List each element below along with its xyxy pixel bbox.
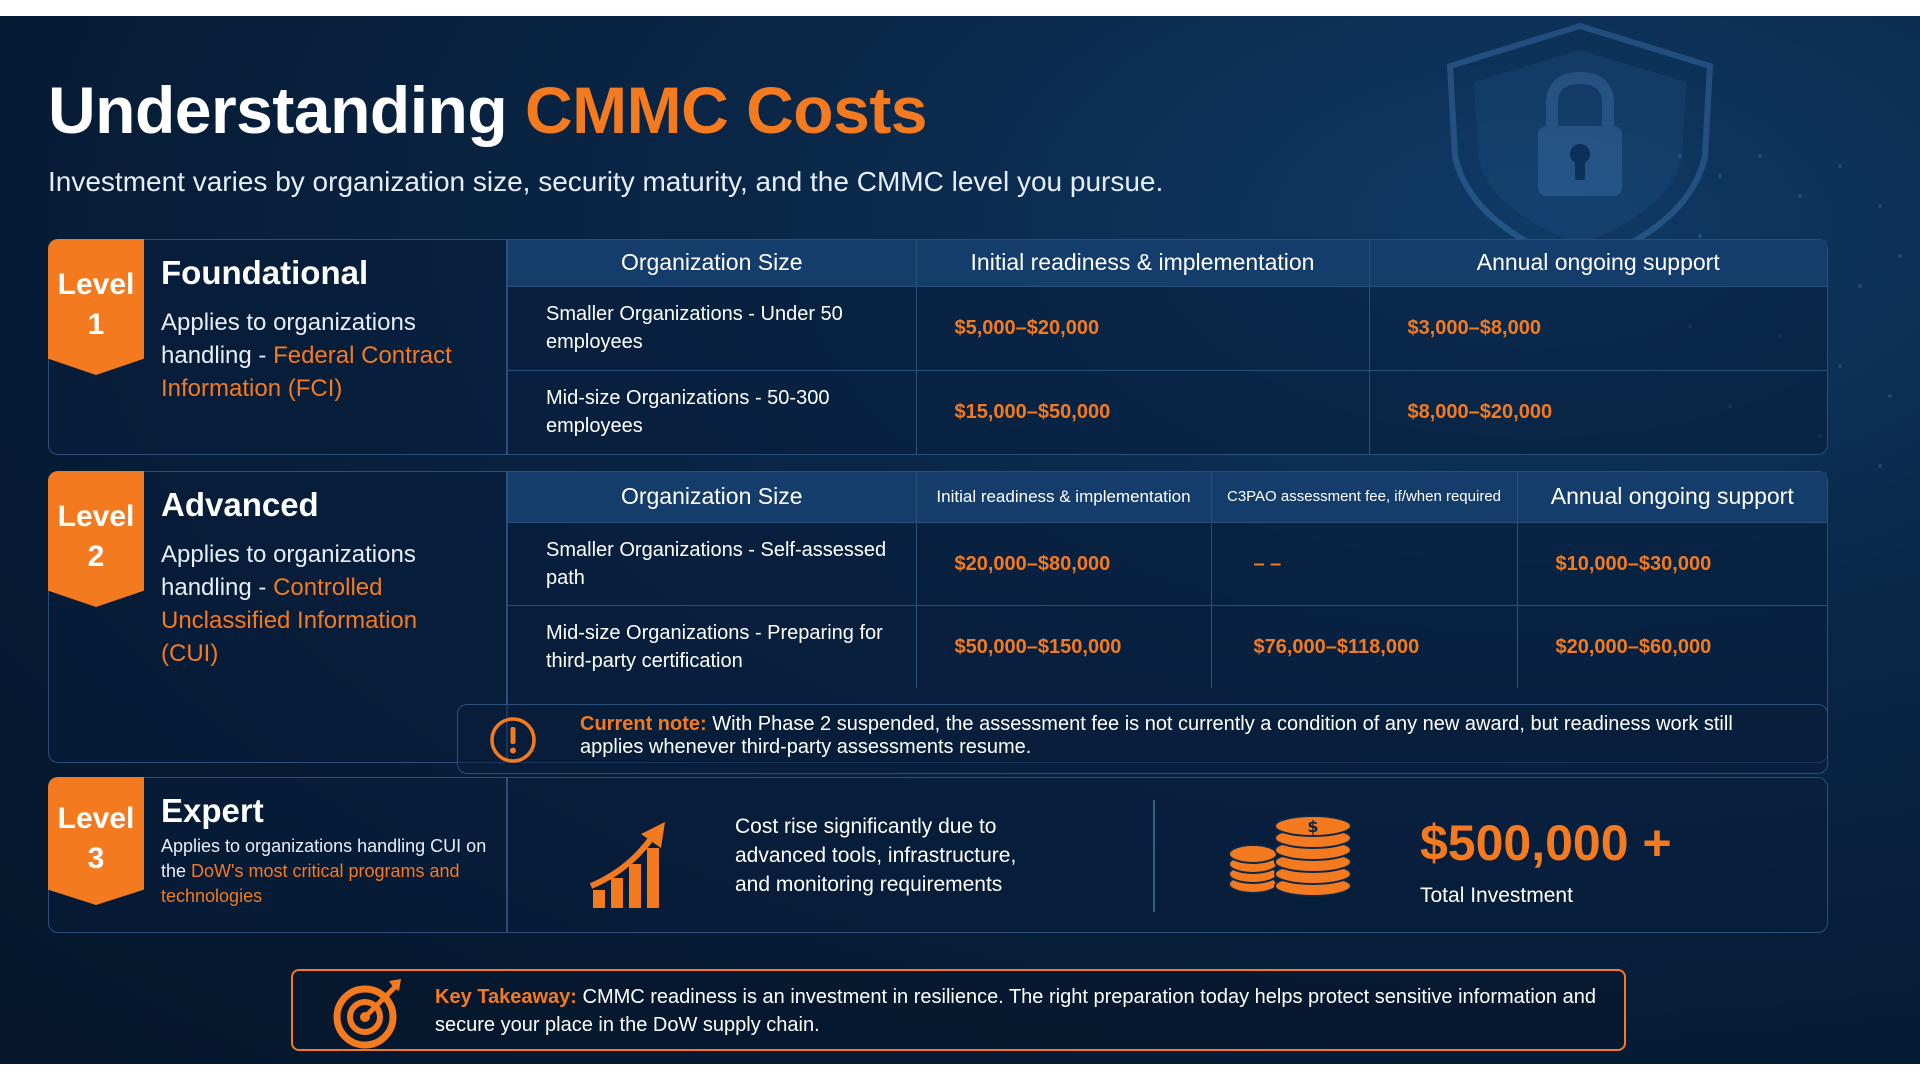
takeaway-lead: Key Takeaway: — [435, 986, 577, 1008]
key-takeaway-box: Key Takeaway: CMMC readiness is an inves… — [291, 969, 1626, 1051]
column-header: Organization Size — [508, 472, 917, 523]
column-header: C3PAO assessment fee, if/when required — [1211, 472, 1518, 523]
title-accent: CMMC Costs — [525, 73, 928, 147]
level-3-cost-text: Cost rise significantly due to advanced … — [735, 815, 1017, 896]
level-3-panel: Level 3 Expert Applies to organizations … — [48, 777, 1828, 933]
total-investment-amount: $500,000 + — [1420, 815, 1672, 871]
level-1-name: Foundational — [161, 254, 369, 291]
c3pao-fee-cell: – – — [1211, 522, 1518, 606]
annual-cost-cell: $20,000–$60,000 — [1555, 635, 1712, 658]
column-header: Initial readiness & implementation — [916, 240, 1370, 287]
level-badge-word: Level — [57, 802, 135, 835]
level-1-panel: Level 1 Foundational Applies to organiza… — [48, 239, 1828, 455]
panel-divider — [506, 778, 508, 932]
org-size-cell: Smaller Organizations - Self-assessed pa… — [508, 522, 917, 606]
initial-cost-cell: $15,000–$50,000 — [916, 370, 1370, 454]
note-lead: Current note: — [580, 713, 707, 735]
title-main: Understanding — [48, 73, 526, 147]
initial-cost-cell: $20,000–$80,000 — [916, 522, 1212, 606]
alert-icon — [490, 717, 536, 763]
level-3-badge: Level 3 — [48, 777, 144, 905]
current-note-text: Current note: With Phase 2 suspended, th… — [580, 713, 1800, 759]
annual-cost-cell: $3,000–$8,000 — [1369, 286, 1827, 371]
level-badge-word: Level — [57, 268, 135, 301]
level-3-description: Applies to organizations handling CUI on… — [161, 834, 491, 909]
coin-stack-icon: $ — [1228, 815, 1352, 897]
level-2-description: Applies to organizations handling - Cont… — [161, 538, 481, 670]
level-2-cost-table: Organization Size Initial readiness & im… — [508, 472, 1827, 688]
level-3-divider — [1153, 800, 1155, 912]
initial-cost-cell: $5,000–$20,000 — [916, 286, 1370, 371]
org-size-cell: Mid-size Organizations - 50-300 employee… — [508, 370, 917, 454]
annual-cost-cell: $10,000–$30,000 — [1517, 522, 1827, 606]
level-3-name: Expert — [161, 792, 264, 829]
column-header: Annual ongoing support — [1369, 240, 1827, 287]
level-2-desc-highlight: Controlled Unclassified Information (CUI… — [161, 574, 418, 667]
level-1-cost-table: Organization Size Initial readiness & im… — [508, 240, 1827, 454]
decorative-dot-grid — [1678, 154, 1902, 468]
current-note-box: Current note: With Phase 2 suspended, th… — [457, 704, 1828, 774]
table-row: Mid-size Organizations - Preparing for t… — [508, 605, 1827, 688]
level-3-desc-highlight: DoW's most critical programs and technol… — [161, 861, 460, 906]
level-badge-word: Level — [57, 500, 135, 533]
panel-divider — [506, 472, 508, 762]
column-header: Initial readiness & implementation — [916, 472, 1212, 523]
level-2-desc-text: Applies to organizations handling - — [161, 541, 416, 601]
table-header-row: Organization Size Initial readiness & im… — [508, 240, 1827, 287]
page-subtitle: Investment varies by organization size, … — [48, 166, 1164, 197]
target-icon — [333, 979, 401, 1049]
level-1-description: Applies to organizations handling - Fede… — [161, 306, 481, 405]
table-row: Mid-size Organizations - 50-300 employee… — [508, 370, 1827, 454]
key-takeaway-text: Key Takeaway: CMMC readiness is an inves… — [435, 983, 1605, 1039]
table-row: Smaller Organizations - Under 50 employe… — [508, 286, 1827, 371]
level-3-desc-text: Applies to organizations handling CUI on… — [161, 836, 487, 881]
level-1-desc-highlight: Federal Contract Information (FCI) — [161, 342, 452, 402]
annual-cost-cell: $8,000–$20,000 — [1407, 401, 1553, 424]
level-badge-number: 1 — [87, 308, 105, 341]
note-body: With Phase 2 suspended, the assessment f… — [580, 713, 1733, 758]
column-header: Annual ongoing support — [1517, 472, 1827, 523]
level-2-badge: Level 2 — [48, 471, 144, 607]
svg-text:$: $ — [1307, 817, 1318, 836]
panel-divider — [506, 240, 508, 454]
org-size-cell: Smaller Organizations - Under 50 employe… — [508, 286, 917, 371]
level-1-desc-text: Applies to organizations handling - — [161, 309, 416, 369]
c3pao-fee-cell: $76,000–$118,000 — [1211, 605, 1518, 688]
level-badge-number: 3 — [87, 842, 105, 875]
level-2-name: Advanced — [161, 486, 319, 523]
org-size-cell: Mid-size Organizations - Preparing for t… — [508, 605, 917, 688]
infographic-canvas: Understanding CMMC Costs Investment vari… — [0, 16, 1920, 1064]
page-title: Understanding CMMC Costs — [48, 72, 928, 148]
level-badge-number: 2 — [87, 540, 105, 573]
table-header-row: Organization Size Initial readiness & im… — [508, 472, 1827, 523]
table-row: Smaller Organizations - Self-assessed pa… — [508, 522, 1827, 606]
initial-cost-cell: $50,000–$150,000 — [916, 605, 1212, 688]
shield-lock-icon — [1446, 22, 1714, 266]
growth-chart-icon — [589, 822, 665, 908]
takeaway-body: CMMC readiness is an investment in resil… — [435, 986, 1596, 1036]
level-1-badge: Level 1 — [48, 239, 144, 375]
column-header: Organization Size — [508, 240, 917, 287]
total-investment-label: Total Investment — [1420, 884, 1573, 907]
